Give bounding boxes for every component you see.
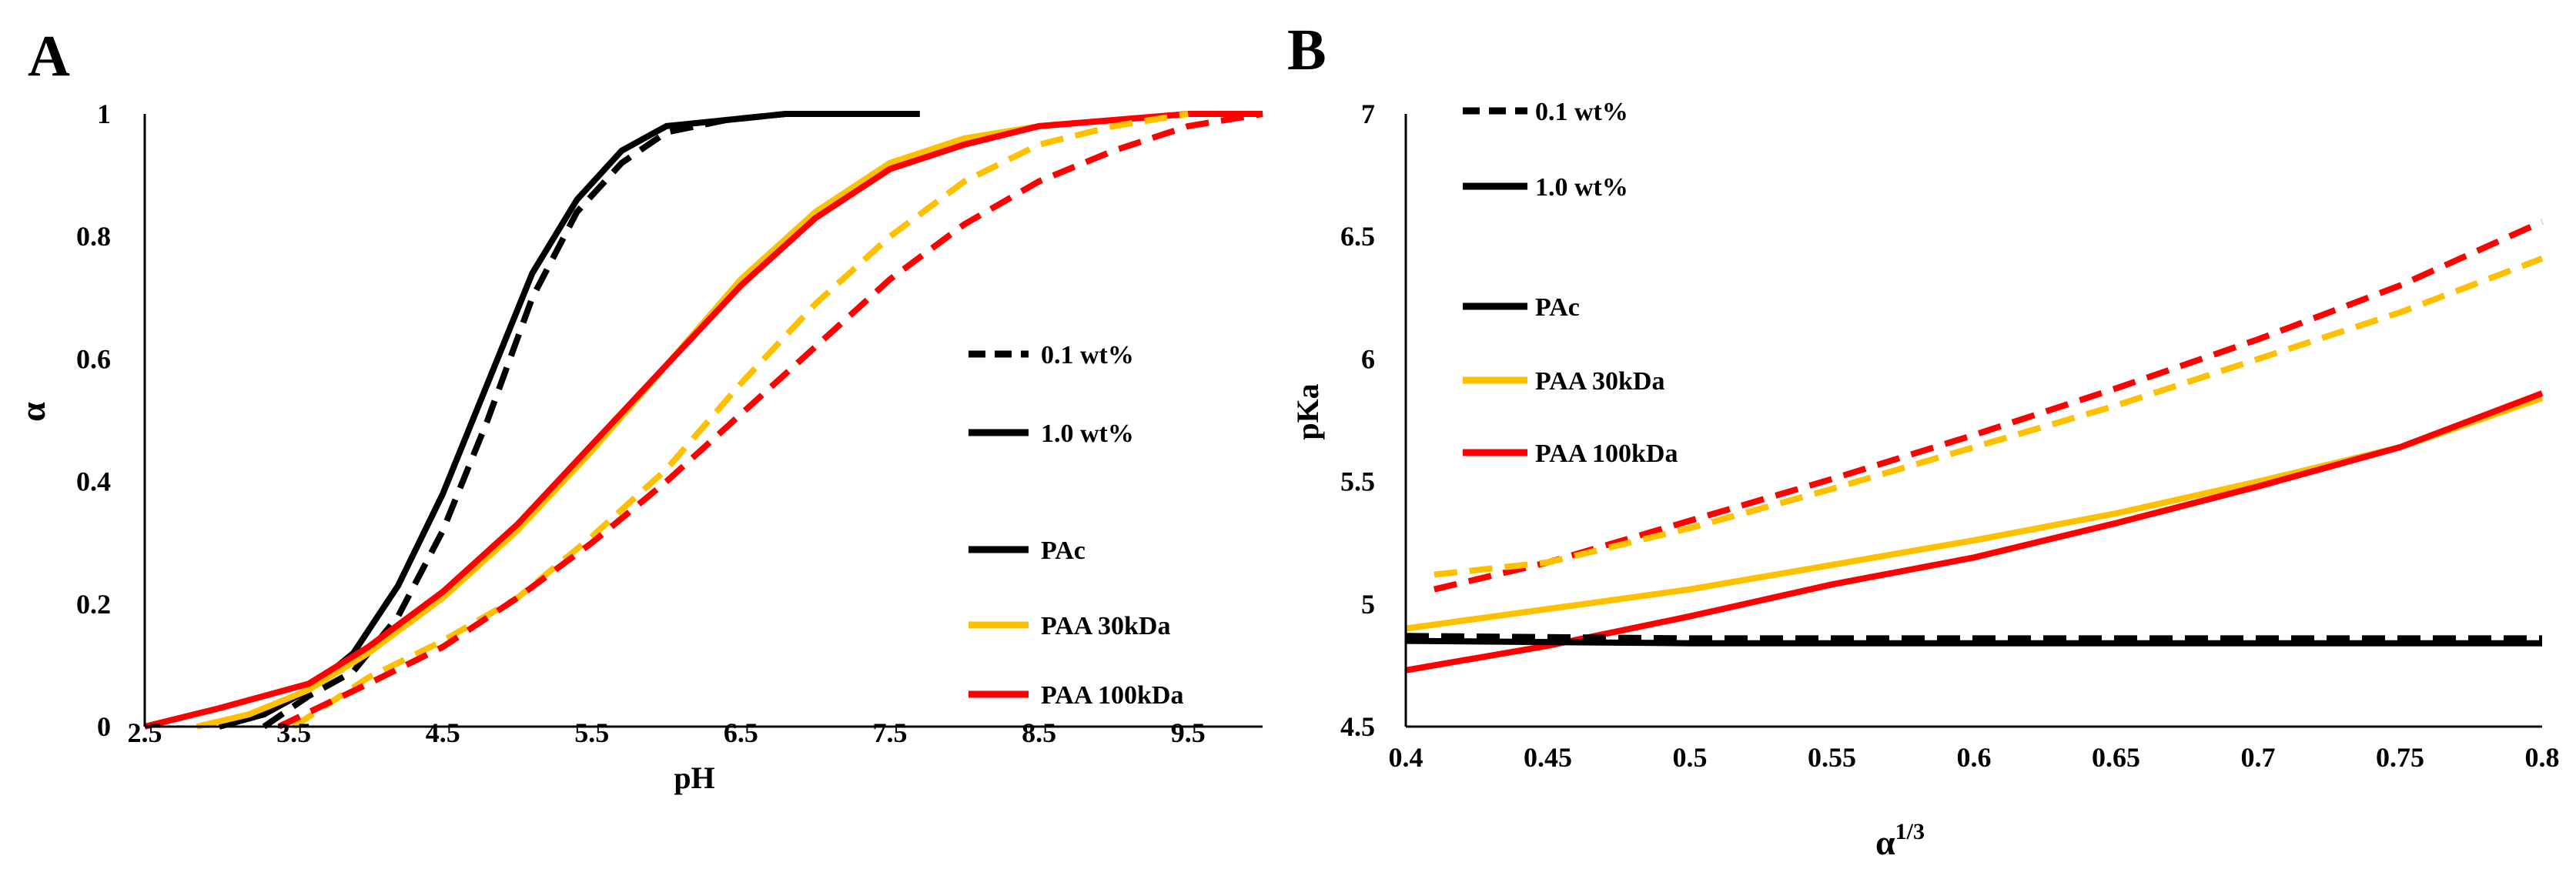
legend-label-b-4: PAA 100kDa [1535, 440, 1678, 468]
y-tick-label-a-0: 0 [97, 711, 111, 742]
x-tick-label-a-0: 2.5 [128, 717, 162, 748]
legend-label-b-3: PAA 30kDa [1535, 367, 1664, 396]
x-tick-label-b-8: 0.8 [2525, 742, 2560, 773]
legend-label-a-1: 1.0 wt% [1041, 419, 1134, 448]
x-tick-label-b-7: 0.75 [2376, 742, 2424, 773]
x-tick-label-a-7: 9.5 [1171, 717, 1206, 748]
x-tick-label-a-4: 6.5 [724, 717, 758, 748]
series-line-b-5 [1405, 633, 2542, 642]
x-tick-label-a-1: 3.5 [276, 717, 311, 748]
y-tick-label-b-3: 6 [1361, 343, 1375, 374]
panel-letter-a: A [28, 24, 70, 89]
x-tick-label-b-6: 0.7 [2241, 742, 2276, 773]
legend-label-b-1: 1.0 wt% [1535, 173, 1628, 202]
series-line-a-1 [262, 111, 920, 730]
y-tick-label-b-2: 5.5 [1340, 466, 1375, 497]
y-tick-label-a-3: 0.6 [76, 343, 111, 374]
series-line-a-3 [144, 111, 1263, 730]
x-tick-label-b-0: 0.4 [1389, 742, 1423, 773]
x-tick-label-a-3: 5.5 [574, 717, 609, 748]
y-axis-label-b: pKa [1290, 383, 1325, 440]
series-line-b-0 [1433, 219, 2544, 593]
x-axis-label-b-base: α [1875, 823, 1895, 862]
x-tick-label-b-1: 0.45 [1524, 742, 1572, 773]
x-tick-label-b-3: 0.55 [1808, 742, 1856, 773]
legend-label-b-2: PAc [1535, 293, 1580, 322]
legend-label-a-0: 0.1 wt% [1041, 341, 1134, 369]
y-tick-label-a-1: 0.2 [76, 589, 111, 620]
y-tick-label-a-2: 0.4 [76, 466, 111, 497]
series-line-a-4 [292, 111, 1189, 730]
x-tick-label-a-6: 8.5 [1022, 717, 1056, 748]
x-axis-label-a: pH [674, 760, 714, 795]
y-tick-label-b-0: 4.5 [1340, 711, 1375, 742]
legend-label-a-3: PAA 30kDa [1041, 612, 1170, 640]
x-axis-label-b-superscript: 1/3 [1895, 819, 1925, 844]
y-tick-label-b-4: 6.5 [1340, 221, 1375, 252]
x-axis-label-b: α1/3 [1875, 819, 1925, 862]
series-line-b-1 [1434, 256, 2544, 578]
y-tick-label-b-5: 7 [1361, 99, 1375, 129]
legend-label-b-0: 0.1 wt% [1535, 98, 1628, 126]
y-tick-label-b-1: 5 [1361, 589, 1375, 620]
series-line-a-5 [277, 111, 1263, 730]
y-tick-label-a-4: 0.8 [76, 221, 111, 252]
x-tick-label-b-4: 0.6 [1957, 742, 1992, 773]
x-tick-label-a-5: 7.5 [873, 717, 908, 748]
legend-label-a-4: PAA 100kDa [1041, 681, 1183, 710]
series-line-b-4 [1405, 637, 2542, 647]
panel-letter-b: B [1287, 18, 1326, 82]
chart-panel-b: B 0.4 0.45 0.5 0.55 0.6 0.65 0.7 0.75 0.8 4.5 5 5.5… [1287, 18, 2560, 862]
y-tick-label-a-5: 1 [97, 99, 111, 129]
legend-label-a-2: PAc [1041, 536, 1086, 565]
x-tick-label-a-2: 4.5 [426, 717, 460, 748]
x-tick-label-b-2: 0.5 [1673, 742, 1708, 773]
y-axis-label-a: α [13, 402, 52, 422]
x-tick-label-b-5: 0.65 [2092, 742, 2140, 773]
chart-panel-a: A 2.5 3.5 4.5 5.5 6.5 7.5 8.5 9.5 0 0.2 0.4 0.6 0.8 1… [13, 24, 1263, 795]
